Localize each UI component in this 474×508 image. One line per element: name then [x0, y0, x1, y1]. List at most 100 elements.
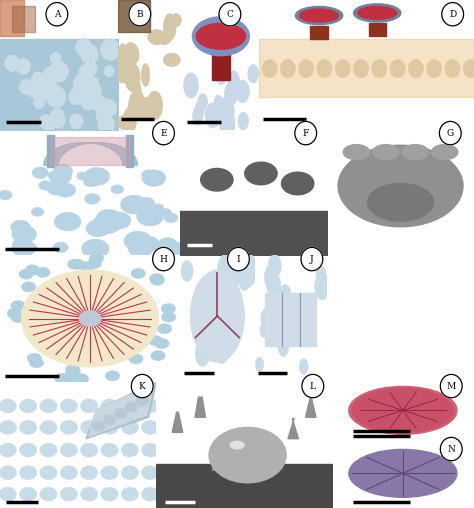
Circle shape [5, 55, 19, 71]
Ellipse shape [431, 145, 458, 160]
Circle shape [0, 190, 12, 200]
Circle shape [214, 95, 222, 109]
Ellipse shape [409, 59, 423, 78]
Circle shape [125, 402, 137, 412]
Circle shape [439, 121, 461, 145]
Text: C: C [227, 10, 233, 19]
Circle shape [27, 353, 42, 363]
Circle shape [0, 487, 17, 501]
FancyBboxPatch shape [310, 26, 328, 39]
Circle shape [96, 108, 112, 124]
Circle shape [121, 399, 138, 413]
Circle shape [299, 359, 308, 374]
Polygon shape [195, 397, 206, 417]
Circle shape [67, 259, 82, 269]
Circle shape [32, 167, 48, 178]
Circle shape [219, 3, 241, 26]
Circle shape [279, 284, 291, 306]
Circle shape [183, 73, 198, 98]
Circle shape [248, 65, 259, 83]
Circle shape [195, 306, 216, 340]
Circle shape [236, 80, 249, 103]
FancyBboxPatch shape [212, 44, 230, 80]
Ellipse shape [164, 14, 176, 41]
Ellipse shape [338, 145, 463, 227]
Ellipse shape [230, 441, 244, 449]
Circle shape [0, 466, 17, 480]
Circle shape [239, 273, 250, 291]
Circle shape [11, 301, 25, 311]
Circle shape [94, 220, 106, 229]
Circle shape [148, 335, 163, 345]
FancyBboxPatch shape [265, 293, 316, 346]
Circle shape [151, 351, 165, 361]
Text: D: D [449, 10, 456, 19]
Circle shape [81, 45, 98, 64]
Circle shape [101, 487, 118, 501]
Ellipse shape [343, 145, 370, 160]
Ellipse shape [118, 44, 127, 63]
Ellipse shape [358, 7, 397, 19]
Circle shape [137, 207, 164, 226]
Circle shape [84, 168, 109, 185]
Circle shape [150, 273, 164, 283]
Circle shape [136, 396, 149, 406]
Circle shape [77, 172, 89, 180]
Ellipse shape [125, 106, 136, 133]
Circle shape [19, 421, 37, 434]
Circle shape [11, 220, 30, 234]
Circle shape [79, 64, 94, 81]
Circle shape [19, 79, 33, 94]
Circle shape [32, 72, 44, 85]
Circle shape [19, 466, 37, 480]
Circle shape [315, 272, 330, 300]
Circle shape [268, 255, 281, 277]
Circle shape [216, 292, 226, 309]
Circle shape [121, 487, 138, 501]
Circle shape [40, 443, 57, 457]
Circle shape [63, 373, 77, 383]
Circle shape [195, 102, 204, 118]
Circle shape [21, 282, 36, 292]
Circle shape [157, 324, 172, 334]
Ellipse shape [156, 31, 172, 45]
Circle shape [73, 75, 91, 94]
Circle shape [26, 244, 37, 252]
Circle shape [93, 214, 121, 234]
Circle shape [227, 249, 248, 284]
Circle shape [210, 107, 221, 126]
Circle shape [142, 421, 159, 434]
Text: L: L [310, 382, 316, 391]
Circle shape [19, 487, 37, 501]
Ellipse shape [141, 64, 150, 86]
Circle shape [349, 450, 457, 497]
Circle shape [218, 324, 231, 347]
Circle shape [81, 421, 98, 434]
Circle shape [40, 421, 57, 434]
Circle shape [192, 108, 203, 125]
Text: E: E [160, 129, 167, 138]
Circle shape [100, 39, 120, 60]
Circle shape [238, 112, 248, 130]
Ellipse shape [390, 59, 405, 78]
Circle shape [60, 466, 77, 480]
Circle shape [55, 212, 81, 231]
Circle shape [0, 399, 17, 413]
Circle shape [121, 466, 138, 480]
Ellipse shape [123, 108, 137, 134]
Circle shape [101, 443, 118, 457]
Circle shape [129, 354, 143, 364]
Circle shape [228, 71, 240, 92]
Circle shape [36, 267, 50, 277]
Circle shape [228, 247, 249, 271]
Circle shape [19, 269, 33, 279]
Ellipse shape [282, 172, 314, 195]
Circle shape [260, 324, 268, 337]
Ellipse shape [402, 145, 428, 160]
Circle shape [44, 121, 55, 133]
Circle shape [19, 399, 37, 413]
Ellipse shape [354, 4, 401, 22]
Circle shape [152, 204, 164, 212]
Circle shape [153, 121, 174, 145]
Circle shape [352, 388, 454, 433]
